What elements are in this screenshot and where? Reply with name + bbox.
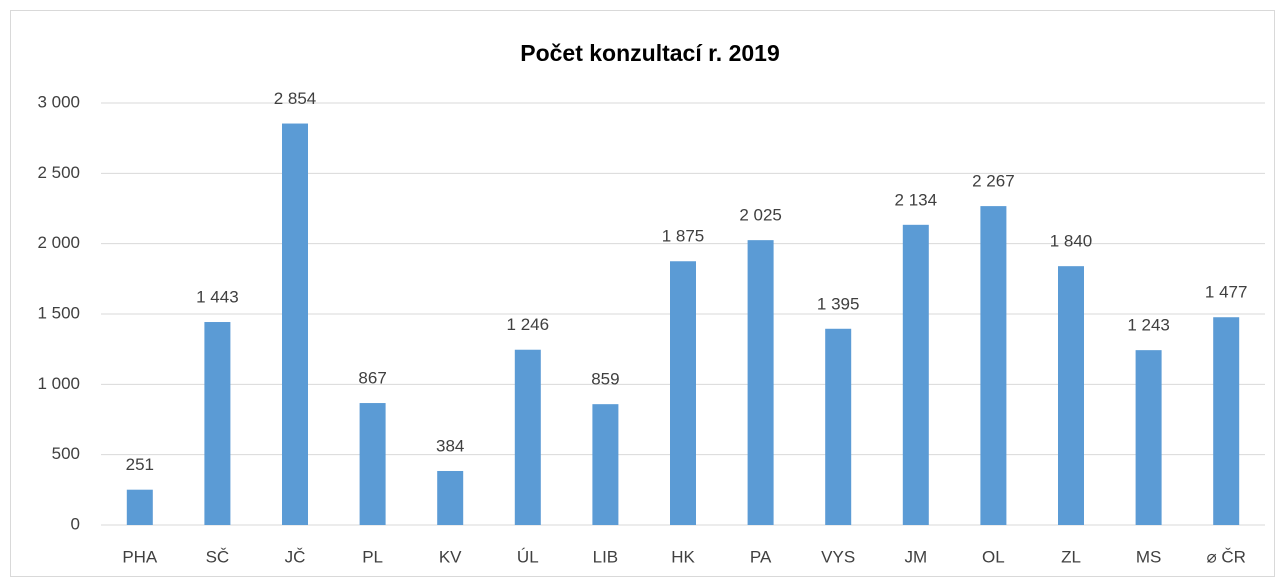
value-label: 859 bbox=[591, 370, 619, 389]
value-label: 867 bbox=[358, 369, 386, 388]
x-tick-label: PHA bbox=[122, 547, 158, 566]
x-tick-label: LIB bbox=[593, 547, 619, 566]
value-label: 2 854 bbox=[274, 89, 317, 108]
y-tick-label: 3 000 bbox=[37, 92, 80, 111]
x-tick-label: ÚL bbox=[517, 547, 539, 566]
bar bbox=[747, 240, 774, 525]
value-label: 384 bbox=[436, 436, 464, 455]
x-tick-label: ⌀ ČR bbox=[1206, 547, 1246, 566]
value-label: 2 134 bbox=[895, 190, 938, 209]
value-label: 1 443 bbox=[196, 288, 239, 307]
y-tick-label: 2 500 bbox=[37, 163, 80, 182]
x-tick-label: ZL bbox=[1061, 547, 1081, 566]
value-label: 2 267 bbox=[972, 172, 1015, 191]
bar bbox=[1135, 350, 1162, 525]
y-tick-label: 2 000 bbox=[37, 233, 80, 252]
bar bbox=[282, 123, 308, 526]
x-tick-label: PA bbox=[750, 547, 772, 566]
bar bbox=[437, 470, 464, 525]
x-tick-label: JČ bbox=[285, 547, 306, 566]
value-label: 1 840 bbox=[1050, 232, 1093, 251]
value-label: 1 243 bbox=[1127, 316, 1170, 335]
x-tick-label: HK bbox=[671, 547, 695, 566]
x-tick-label: MS bbox=[1136, 547, 1162, 566]
bar bbox=[902, 224, 929, 526]
x-tick-label: OL bbox=[982, 547, 1005, 566]
value-label: 2 025 bbox=[739, 206, 782, 225]
value-label: 1 246 bbox=[507, 315, 550, 334]
bar bbox=[204, 322, 231, 525]
x-tick-label: KV bbox=[439, 547, 462, 566]
bar bbox=[514, 349, 541, 525]
y-tick-label: 500 bbox=[52, 444, 80, 463]
bar bbox=[359, 403, 386, 525]
bar bbox=[1213, 317, 1240, 525]
value-label: 251 bbox=[126, 455, 154, 474]
value-label: 1 395 bbox=[817, 294, 860, 313]
bar bbox=[980, 206, 1007, 525]
bar bbox=[670, 261, 696, 525]
value-label: 1 477 bbox=[1205, 283, 1248, 302]
chart-title: Počet konzultací r. 2019 bbox=[520, 40, 780, 66]
bar bbox=[126, 489, 153, 525]
bar bbox=[1058, 266, 1084, 525]
y-tick-label: 1 000 bbox=[37, 374, 80, 393]
bar bbox=[592, 404, 619, 525]
x-tick-label: SČ bbox=[206, 547, 230, 566]
y-tick-label: 0 bbox=[71, 514, 80, 533]
x-tick-label: JM bbox=[904, 547, 927, 566]
bar bbox=[825, 328, 852, 525]
y-tick-label: 1 500 bbox=[37, 303, 80, 322]
value-label: 1 875 bbox=[662, 227, 705, 246]
x-tick-label: PL bbox=[362, 547, 383, 566]
x-tick-label: VYS bbox=[821, 547, 855, 566]
